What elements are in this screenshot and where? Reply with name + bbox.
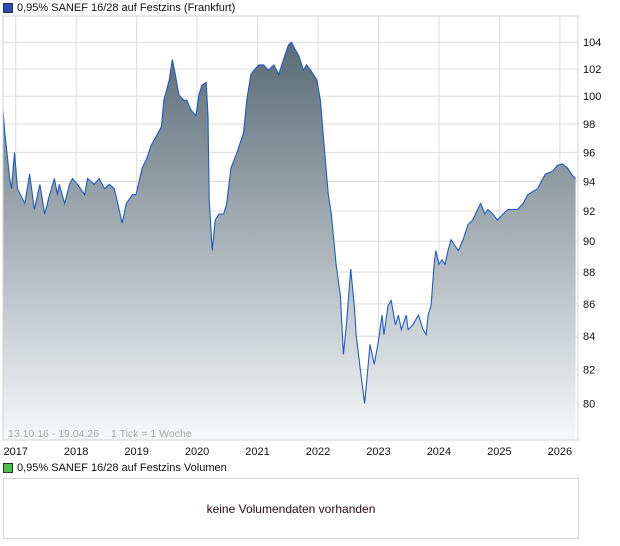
volume-empty-message: keine Volumendaten vorhanden — [206, 501, 376, 516]
x-tick-label: 2025 — [487, 446, 511, 458]
price-legend: 0,95% SANEF 16/28 auf Festzins (Frankfur… — [3, 2, 235, 14]
x-tick-label: 2019 — [124, 446, 148, 458]
plot-frame — [2, 15, 579, 441]
volume-panel: keine Volumendaten vorhanden — [3, 478, 579, 539]
price-legend-swatch — [3, 3, 13, 13]
x-tick-label: 2018 — [64, 446, 88, 458]
price-area-fill — [3, 42, 576, 440]
y-tick-label: 92 — [583, 206, 595, 218]
date-range-note: 13.10.16 - 19.04.26 — [8, 428, 99, 440]
x-tick-label: 2021 — [245, 446, 269, 458]
y-tick-label: 98 — [583, 119, 595, 131]
y-tick-label: 80 — [583, 398, 595, 410]
y-tick-label: 100 — [583, 91, 601, 103]
price-chart: 13.10.16 - 19.04.26 1 Tick = 1 Woche 80 8… — [2, 15, 601, 458]
volume-legend-swatch — [3, 463, 13, 473]
x-tick-label: 2024 — [427, 446, 451, 458]
x-tick-label: 2023 — [366, 446, 390, 458]
y-tick-label: 88 — [583, 267, 595, 279]
x-tick-label: 2020 — [185, 446, 209, 458]
volume-legend-label: 0,95% SANEF 16/28 auf Festzins Volumen — [17, 462, 227, 474]
y-tick-label: 96 — [583, 147, 595, 159]
x-tick-label: 2026 — [548, 446, 572, 458]
y-tick-label: 82 — [583, 364, 595, 376]
y-tick-label: 90 — [583, 236, 595, 248]
y-tick-label: 94 — [583, 176, 595, 188]
price-legend-label: 0,95% SANEF 16/28 auf Festzins (Frankfur… — [17, 2, 236, 14]
x-tick-label: 2022 — [306, 446, 330, 458]
y-tick-label: 86 — [583, 299, 595, 311]
price-line — [2, 41, 576, 404]
volume-legend: 0,95% SANEF 16/28 auf Festzins Volumen — [3, 462, 227, 474]
y-tick-label: 84 — [583, 331, 595, 343]
tick-note: 1 Tick = 1 Woche — [111, 428, 192, 440]
y-tick-label: 102 — [583, 64, 601, 76]
x-tick-label: 2017 — [3, 446, 27, 458]
y-tick-label: 104 — [583, 37, 601, 49]
